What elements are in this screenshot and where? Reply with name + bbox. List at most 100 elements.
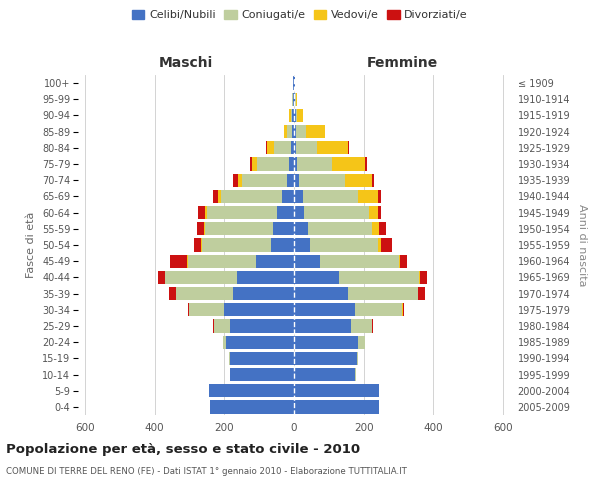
Text: COMUNE DI TERRE DEL RENO (FE) - Dati ISTAT 1° gennaio 2010 - Elaborazione TUTTIT: COMUNE DI TERRE DEL RENO (FE) - Dati IST… xyxy=(6,468,407,476)
Bar xyxy=(294,190,303,203)
Bar xyxy=(294,303,355,316)
Bar xyxy=(233,287,294,300)
Bar xyxy=(238,174,242,187)
Bar xyxy=(211,400,294,413)
Bar xyxy=(299,174,344,187)
Bar xyxy=(256,254,294,268)
Bar xyxy=(230,368,294,381)
Bar xyxy=(170,254,187,268)
Bar xyxy=(194,238,201,252)
Bar xyxy=(294,158,298,170)
Bar xyxy=(197,222,204,235)
Bar xyxy=(190,303,224,316)
Bar xyxy=(298,158,332,170)
Bar xyxy=(355,303,402,316)
Bar xyxy=(296,141,317,154)
Bar xyxy=(418,287,425,300)
Bar xyxy=(344,174,373,187)
Bar xyxy=(294,109,296,122)
Bar xyxy=(165,270,236,284)
Bar xyxy=(303,190,358,203)
Bar xyxy=(204,222,205,235)
Bar xyxy=(207,206,277,220)
Bar xyxy=(188,303,190,316)
Bar xyxy=(277,206,294,220)
Bar xyxy=(257,158,289,170)
Bar xyxy=(377,238,381,252)
Bar xyxy=(298,109,303,122)
Bar xyxy=(205,222,273,235)
Bar xyxy=(176,287,233,300)
Bar xyxy=(419,270,420,284)
Bar xyxy=(292,125,294,138)
Bar xyxy=(267,141,274,154)
Bar xyxy=(292,109,294,122)
Bar xyxy=(287,174,294,187)
Bar xyxy=(230,352,294,365)
Bar xyxy=(358,336,365,349)
Bar xyxy=(294,368,355,381)
Bar xyxy=(317,141,348,154)
Bar xyxy=(214,320,230,332)
Bar xyxy=(158,270,165,284)
Bar xyxy=(357,352,358,365)
Bar xyxy=(274,141,291,154)
Bar xyxy=(230,320,294,332)
Text: Popolazione per età, sesso e stato civile - 2010: Popolazione per età, sesso e stato civil… xyxy=(6,442,360,456)
Bar xyxy=(289,109,290,122)
Bar xyxy=(373,174,374,187)
Bar xyxy=(400,254,407,268)
Text: Maschi: Maschi xyxy=(159,56,213,70)
Bar xyxy=(332,158,365,170)
Bar xyxy=(369,206,377,220)
Bar xyxy=(294,206,304,220)
Bar xyxy=(294,222,308,235)
Bar xyxy=(226,336,294,349)
Bar xyxy=(218,190,221,203)
Y-axis label: Fasce di età: Fasce di età xyxy=(26,212,37,278)
Bar xyxy=(352,320,373,332)
Bar xyxy=(202,238,271,252)
Bar xyxy=(355,368,356,381)
Bar xyxy=(266,141,267,154)
Bar xyxy=(306,125,325,138)
Bar xyxy=(379,222,386,235)
Bar xyxy=(420,270,427,284)
Bar xyxy=(403,303,404,316)
Bar xyxy=(294,125,296,138)
Bar xyxy=(289,158,294,170)
Bar xyxy=(296,92,298,106)
Bar xyxy=(304,206,369,220)
Bar xyxy=(373,222,379,235)
Bar xyxy=(198,206,205,220)
Bar xyxy=(348,141,349,154)
Bar xyxy=(250,158,252,170)
Bar xyxy=(213,190,218,203)
Bar xyxy=(295,92,296,106)
Bar xyxy=(381,238,392,252)
Bar xyxy=(294,254,320,268)
Bar xyxy=(292,92,293,106)
Bar xyxy=(294,352,357,365)
Bar xyxy=(365,158,367,170)
Y-axis label: Anni di nascita: Anni di nascita xyxy=(577,204,587,286)
Bar xyxy=(339,270,419,284)
Bar xyxy=(294,400,379,413)
Bar xyxy=(213,320,214,332)
Bar xyxy=(310,238,377,252)
Text: Femmine: Femmine xyxy=(367,56,437,70)
Bar xyxy=(205,206,207,220)
Bar xyxy=(271,238,294,252)
Bar xyxy=(282,190,294,203)
Bar xyxy=(252,158,257,170)
Bar xyxy=(402,303,403,316)
Bar xyxy=(358,190,377,203)
Bar xyxy=(294,320,352,332)
Legend: Celibi/Nubili, Coniugati/e, Vedovi/e, Divorziati/e: Celibi/Nubili, Coniugati/e, Vedovi/e, Di… xyxy=(128,6,472,25)
Bar xyxy=(348,287,418,300)
Bar xyxy=(188,254,256,268)
Bar xyxy=(273,222,294,235)
Bar xyxy=(287,125,292,138)
Bar xyxy=(224,303,294,316)
Bar xyxy=(294,174,299,187)
